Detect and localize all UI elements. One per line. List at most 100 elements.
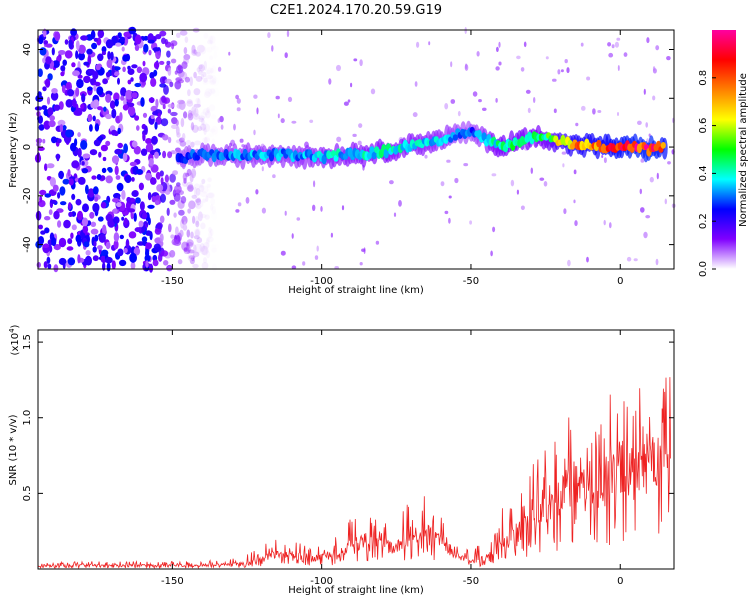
spectrogram-noise-speck bbox=[208, 35, 216, 44]
spectrogram-noise-speck bbox=[193, 244, 197, 253]
spectrogram-noise-speck bbox=[200, 123, 207, 131]
spectrogram-noise-speck bbox=[47, 107, 54, 116]
spectrogram-noise-speck bbox=[520, 205, 525, 211]
snr-x-tick-label: -150 bbox=[161, 576, 184, 587]
spectrogram-noise-speck bbox=[121, 46, 125, 52]
spectrogram-noise-speck bbox=[454, 177, 459, 184]
spectrogram-noise-speck bbox=[76, 78, 84, 89]
spectrogram-noise-speck bbox=[640, 207, 645, 213]
spectrogram-noise-speck bbox=[169, 173, 176, 183]
spectrogram-noise-speck bbox=[188, 255, 196, 260]
spectrogram-noise-speck bbox=[186, 181, 194, 190]
spectrogram-noise-speck bbox=[623, 52, 628, 57]
spectrogram-noise-speck bbox=[609, 222, 612, 229]
spectrogram-noise-speck bbox=[43, 40, 49, 45]
spectrogram-noise-speck bbox=[187, 208, 192, 214]
spectrogram-noise-speck bbox=[187, 112, 194, 121]
spectrogram-x-tick-label: 0 bbox=[617, 276, 623, 287]
spectrogram-noise-speck bbox=[652, 95, 656, 101]
spectrogram-noise-speck bbox=[201, 178, 206, 184]
spectrogram-noise-speck bbox=[159, 76, 166, 84]
spectrogram-noise-speck bbox=[203, 60, 207, 71]
spectrogram-noise-speck bbox=[291, 120, 297, 124]
spectrogram-noise-speck bbox=[90, 30, 96, 40]
spectrogram-noise-speck bbox=[77, 210, 83, 221]
spectrogram-noise-speck bbox=[183, 247, 188, 252]
spectrogram-noise-speck bbox=[113, 239, 119, 250]
spectrogram-noise-speck bbox=[145, 260, 149, 268]
spectrogram-noise-speck bbox=[114, 148, 123, 155]
spectrogram-y-tick-label: 40 bbox=[22, 43, 33, 56]
spectrogram-noise-speck bbox=[179, 140, 187, 147]
spectrogram-noise-speck bbox=[42, 138, 46, 144]
spectrogram-noise-speck bbox=[183, 111, 188, 119]
spectrogram-noise-speck bbox=[38, 224, 43, 230]
spectrogram-noise-speck bbox=[195, 188, 201, 196]
spectrogram-noise-speck bbox=[557, 69, 561, 75]
spectrogram-noise-speck bbox=[190, 111, 195, 116]
spectrogram-noise-speck bbox=[154, 121, 158, 130]
spectrogram-noise-speck bbox=[359, 59, 363, 67]
spectrogram-noise-speck bbox=[122, 152, 128, 162]
spectrogram-noise-speck bbox=[77, 147, 82, 158]
spectrogram-noise-speck bbox=[190, 168, 197, 179]
spectrogram-noise-speck bbox=[190, 141, 195, 148]
spectrogram-noise-speck bbox=[343, 101, 349, 106]
spectrogram-ridge-cell bbox=[383, 148, 389, 159]
spectrogram-noise-speck bbox=[286, 30, 290, 38]
spectrogram-noise-speck bbox=[142, 60, 146, 67]
spectrogram-noise-speck bbox=[57, 220, 62, 228]
spectrogram-noise-speck bbox=[424, 154, 428, 159]
spectrogram-noise-speck bbox=[111, 65, 115, 75]
spectrogram-noise-speck bbox=[277, 113, 280, 119]
spectrogram-noise-speck bbox=[119, 234, 125, 240]
spectrogram-noise-speck bbox=[553, 108, 557, 114]
spectrogram-noise-speck bbox=[143, 35, 149, 41]
spectrogram-noise-speck bbox=[491, 173, 497, 177]
spectrogram-noise-speck bbox=[655, 45, 660, 51]
spectrogram-noise-speck bbox=[336, 64, 341, 72]
colorbar-label: Normalized spectral amplitude bbox=[738, 73, 749, 227]
spectrogram-noise-speck bbox=[117, 77, 120, 85]
spectrogram-noise-speck bbox=[207, 236, 214, 243]
spectrogram-noise-speck bbox=[150, 77, 157, 87]
spectrogram-noise-speck bbox=[75, 50, 79, 60]
spectrogram-noise-speck bbox=[133, 212, 137, 222]
spectrogram-noise-speck bbox=[102, 156, 107, 162]
spectrogram-noise-speck bbox=[65, 82, 71, 90]
spectrogram-noise-speck bbox=[92, 202, 100, 213]
spectrogram-noise-speck bbox=[155, 49, 161, 60]
spectrogram-noise-speck bbox=[291, 265, 297, 270]
spectrogram-noise-speck bbox=[206, 192, 214, 199]
snr-y-axis-label: SNR (10 * v/v) bbox=[8, 414, 19, 485]
spectrogram-noise-speck bbox=[189, 172, 194, 183]
spectrogram-noise-speck bbox=[70, 142, 77, 152]
spectrogram-noise-speck bbox=[607, 42, 612, 47]
spectrogram-noise-speck bbox=[205, 250, 211, 259]
spectrogram-noise-speck bbox=[154, 151, 159, 159]
spectrogram-noise-speck bbox=[210, 204, 214, 211]
spectrogram-noise-speck bbox=[58, 170, 64, 179]
spectrogram-noise-speck bbox=[163, 260, 169, 266]
spectrogram-noise-speck bbox=[162, 104, 166, 110]
spectrogram-noise-speck bbox=[135, 197, 141, 204]
spectrogram-noise-speck bbox=[272, 174, 276, 179]
spectrogram-noise-speck bbox=[352, 133, 357, 137]
snr-y-multiplier-exp: 4 bbox=[8, 328, 16, 333]
snr-y-tick-label: 1.5 bbox=[22, 334, 33, 350]
spectrogram-noise-speck bbox=[57, 192, 61, 199]
spectrogram-noise-speck bbox=[181, 71, 188, 80]
spectrogram-noise-speck bbox=[527, 107, 531, 114]
spectrogram-noise-speck bbox=[212, 77, 219, 87]
spectrogram-noise-speck bbox=[235, 209, 240, 213]
spectrogram-noise-speck bbox=[267, 32, 271, 39]
spectrogram-noise-speck bbox=[498, 41, 501, 48]
spectrogram-noise-speck bbox=[89, 149, 98, 156]
spectrogram-noise-speck bbox=[205, 239, 210, 249]
spectrogram-noise-speck bbox=[87, 220, 92, 226]
spectrogram-noise-speck bbox=[198, 69, 203, 75]
spectrogram-noise-speck bbox=[482, 107, 487, 112]
spectrogram-noise-speck bbox=[207, 39, 213, 45]
spectrogram-noise-speck bbox=[92, 115, 96, 122]
spectrogram-noise-speck bbox=[52, 184, 59, 192]
